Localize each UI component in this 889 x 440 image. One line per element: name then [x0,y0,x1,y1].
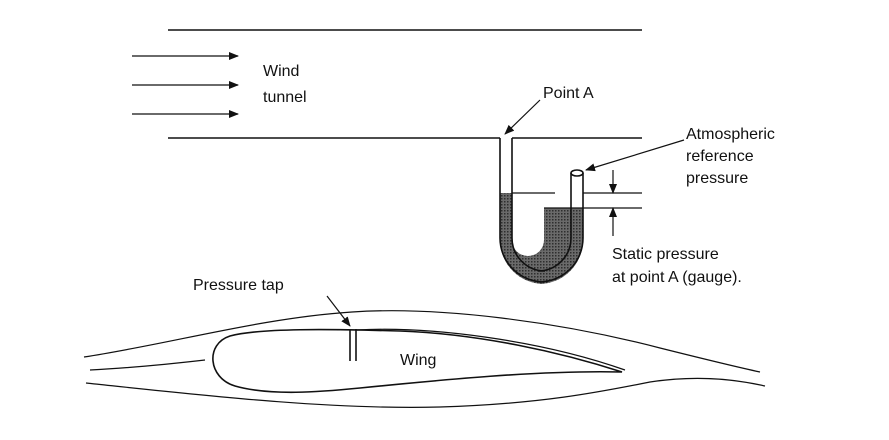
wind-tunnel-label-line1: Wind [263,63,299,80]
pressure-tap-leader [326,295,351,327]
static-label-line2: at point A (gauge). [612,269,742,286]
manometer-open-end [570,169,584,177]
streamline-lower [85,377,766,408]
streamline-upper-outer [83,310,761,373]
wind-tunnel-label-line2: tunnel [263,89,307,106]
atm-label-line1: Atmospheric [686,126,775,143]
flow-arrows [132,52,239,118]
pressure-tap-label: Pressure tap [193,277,284,294]
point-a-leader [504,99,541,135]
manometer-fluid-fill [500,193,583,282]
atm-leader [585,139,685,172]
static-label-line1: Static pressure [612,246,719,263]
manometer-tube-inner [511,138,572,272]
atm-label-line3: pressure [686,170,748,187]
streamlines [83,310,766,408]
point-a-label: Point A [543,85,594,102]
wing-label: Wing [400,352,436,369]
wing-airfoil [212,328,623,394]
manometer-tube-outer [499,138,584,283]
streamline-upper-inner [356,328,626,371]
streamline-lower-left [89,359,206,371]
pressure-tap [349,329,357,361]
manometer [499,138,642,284]
atm-label-line2: reference [686,148,754,165]
